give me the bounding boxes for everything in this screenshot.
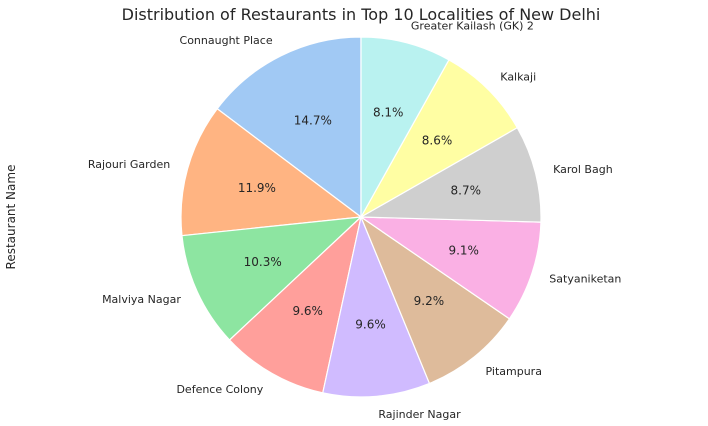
slice-percent-label: 14.7% [294, 113, 332, 127]
pie-slice [359, 59, 519, 219]
slice-category-label: Rajinder Nagar [378, 408, 461, 421]
slice-category-label: Pitampura [486, 365, 542, 378]
slice-percent-label: 9.1% [448, 243, 479, 257]
y-axis-label: Restaurant Name [4, 165, 18, 270]
slice-category-label: Defence Colony [176, 383, 263, 396]
pie-slice [358, 216, 542, 320]
slice-percent-label: 9.6% [292, 304, 323, 318]
slice-percent-label: 8.6% [422, 133, 453, 147]
pie-slice [322, 214, 431, 398]
slice-percent-label: 10.3% [244, 255, 282, 269]
pie-slice [358, 126, 542, 223]
pie-slice [228, 215, 362, 394]
slice-percent-label: 9.6% [355, 318, 386, 332]
slice-category-label: Kalkaji [500, 70, 536, 83]
slice-percent-label: 9.2% [414, 294, 445, 308]
pie-slice [360, 36, 450, 220]
slice-category-label: Greater Kailash (GK) 2 [411, 19, 534, 32]
slice-category-label: Karol Bagh [553, 163, 613, 176]
slice-percent-label: 8.1% [373, 106, 404, 120]
pie-slice [216, 36, 362, 219]
slice-percent-label: 8.7% [451, 184, 482, 198]
pie-slices [180, 36, 542, 398]
slice-category-label: Rajouri Garden [88, 158, 170, 171]
slice-category-label: Satyaniketan [549, 272, 621, 285]
pie-slice [359, 215, 511, 385]
pie-labels: 14.7% Connaught Place 11.9% Rajouri Garden 1… [88, 19, 622, 421]
slice-category-label: Malviya Nagar [102, 293, 181, 306]
pie-slice [180, 107, 363, 237]
slice-category-label: Connaught Place [180, 34, 273, 47]
slice-percent-label: 11.9% [238, 181, 276, 195]
pie-slice [181, 216, 363, 341]
chart-title: Distribution of Restaurants in Top 10 Lo… [122, 5, 601, 24]
